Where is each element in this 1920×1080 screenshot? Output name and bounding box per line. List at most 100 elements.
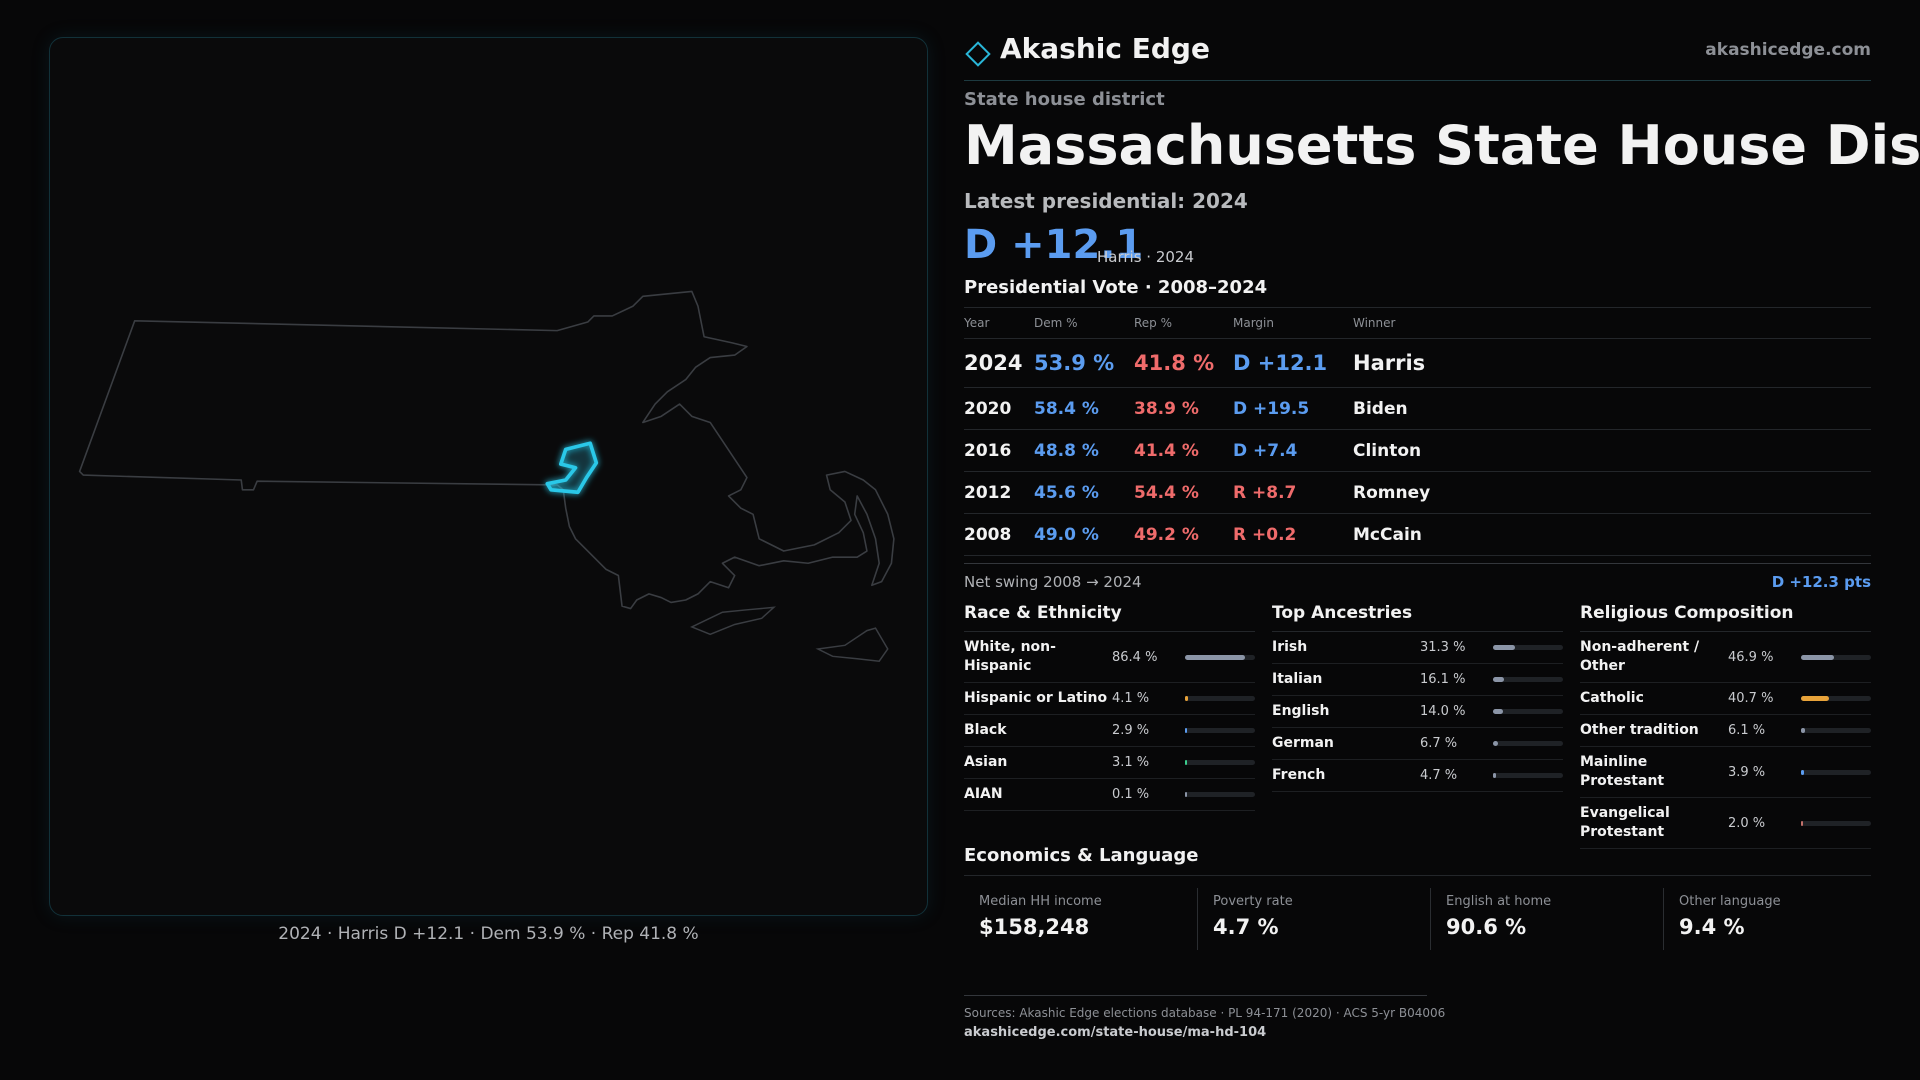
bar <box>1185 696 1188 701</box>
row-value: 3.1 % <box>1112 755 1150 770</box>
bar-track <box>1801 769 1871 775</box>
district-kind: State house district <box>964 89 1165 110</box>
row-name: White, non-Hispanic <box>964 639 1056 674</box>
stat-label: English at home <box>1446 894 1552 909</box>
cell: 41.8 % <box>1134 351 1215 375</box>
bar-track <box>1493 645 1563 650</box>
cell: D +12.1 <box>1233 351 1328 375</box>
stat-label: Poverty rate <box>1213 894 1293 909</box>
divider <box>964 563 1871 564</box>
stat-card: English at home 90.6 % <box>1430 888 1664 950</box>
row-value: 3.9 % <box>1728 764 1766 780</box>
bar-track <box>1185 654 1255 660</box>
cell: D +19.5 <box>1233 398 1310 419</box>
island <box>815 627 889 663</box>
brand: Akashic Edge <box>1000 32 1210 65</box>
demographic-row: Asian 3.1 % <box>964 747 1255 779</box>
divider <box>964 875 1871 876</box>
cell: 2016 <box>964 440 1012 461</box>
district-highlight <box>545 441 599 495</box>
demographic-row: English 14.0 % <box>1272 696 1563 728</box>
row-value: 40.7 % <box>1728 691 1774 706</box>
stat-card: Other language 9.4 % <box>1663 888 1897 950</box>
row-value: 2.0 % <box>1728 815 1766 831</box>
bar <box>1801 728 1806 733</box>
cell: 41.4 % <box>1134 440 1199 461</box>
row-value: 0.1 % <box>1112 787 1150 802</box>
cell: 2012 <box>964 482 1012 503</box>
cell: R +8.7 <box>1233 482 1297 503</box>
row-name: Black <box>964 722 1007 738</box>
row-name: French <box>1272 767 1326 783</box>
bar-track <box>1493 741 1563 746</box>
column-title: Race & Ethnicity <box>964 600 1255 632</box>
site[interactable]: akashicedge.com <box>1705 40 1871 60</box>
cell: Biden <box>1353 398 1408 419</box>
bar <box>1185 792 1187 797</box>
latest-label: Latest presidential: 2024 <box>964 189 1248 213</box>
bar-track <box>1185 792 1255 797</box>
table-header: Year Dem % Rep % Margin Winner <box>964 308 1871 339</box>
cell: McCain <box>1353 524 1422 545</box>
cell: Harris <box>1353 351 1426 375</box>
divider <box>964 995 1427 996</box>
row-name: Non-adherent / Other <box>1580 639 1700 674</box>
column-header: Margin <box>1233 316 1274 330</box>
divider <box>964 80 1871 81</box>
bar <box>1493 741 1498 746</box>
demographic-row: German 6.7 % <box>1272 728 1563 760</box>
swing-value: D +12.3 pts <box>1771 573 1871 591</box>
bar <box>1493 709 1503 714</box>
demographic-row: Black 2.9 % <box>964 715 1255 747</box>
cell: 2008 <box>964 524 1012 545</box>
cell: Clinton <box>1353 440 1422 461</box>
table-row: 2016 48.8 % 41.4 % D +7.4 Clinton <box>964 430 1871 472</box>
stat-value: 4.7 % <box>1213 915 1279 939</box>
table-row: 2024 53.9 % 41.8 % D +12.1 Harris <box>964 339 1871 388</box>
table-row: 2020 58.4 % 38.9 % D +19.5 Biden <box>964 388 1871 430</box>
demographic-row: Irish 31.3 % <box>1272 632 1563 664</box>
cell: 54.4 % <box>1134 482 1199 503</box>
cell: Romney <box>1353 482 1431 503</box>
row-name: Irish <box>1272 639 1308 655</box>
stat-value: $158,248 <box>979 915 1090 939</box>
cell: D +7.4 <box>1233 440 1298 461</box>
row-name: AIAN <box>964 786 1003 802</box>
table-title: Presidential Vote · 2008–2024 <box>964 277 1268 298</box>
column-title: Religious Composition <box>1580 600 1871 632</box>
map-panel <box>49 37 928 916</box>
cell: 2020 <box>964 398 1012 419</box>
column-header: Year <box>964 316 990 330</box>
demographic-row: Italian 16.1 % <box>1272 664 1563 696</box>
cell: 38.9 % <box>1134 398 1199 419</box>
demographic-row: Hispanic or Latino 4.1 % <box>964 683 1255 715</box>
swing-label: Net swing 2008 → 2024 <box>964 573 1142 591</box>
bar <box>1493 677 1505 682</box>
row-value: 6.7 % <box>1420 736 1458 751</box>
stat-card: Poverty rate 4.7 % <box>1197 888 1431 950</box>
cell: 49.2 % <box>1134 524 1199 545</box>
stat-card: Median HH income $158,248 <box>964 888 1197 950</box>
bar <box>1801 654 1834 660</box>
stat-label: Median HH income <box>979 894 1102 909</box>
row-value: 14.0 % <box>1420 704 1466 719</box>
cell: 45.6 % <box>1034 482 1099 503</box>
demographic-column: Top Ancestries Irish 31.3 % Italian 16.1 % En… <box>1272 600 1563 792</box>
column-header: Dem % <box>1034 316 1078 330</box>
latest-margin: D +12.1 <box>964 222 1144 268</box>
bar <box>1185 654 1246 660</box>
row-name: Asian <box>964 754 1008 770</box>
bar-track <box>1801 654 1871 660</box>
url[interactable]: akashicedge.com/state-house/ma-hd-104 <box>964 1025 1267 1040</box>
row-value: 31.3 % <box>1420 640 1466 655</box>
row-name: Italian <box>1272 671 1323 687</box>
table-row: 2008 49.0 % 49.2 % R +0.2 McCain <box>964 514 1871 556</box>
demographic-row: Evangelical Protestant 2.0 % <box>1580 798 1871 849</box>
row-value: 4.1 % <box>1112 691 1150 706</box>
stat-value: 90.6 % <box>1446 915 1527 939</box>
demographic-column: Religious Composition Non-adherent / Othe… <box>1580 600 1871 849</box>
bar-track <box>1801 696 1871 701</box>
bar-track <box>1185 696 1255 701</box>
row-name: German <box>1272 735 1334 751</box>
